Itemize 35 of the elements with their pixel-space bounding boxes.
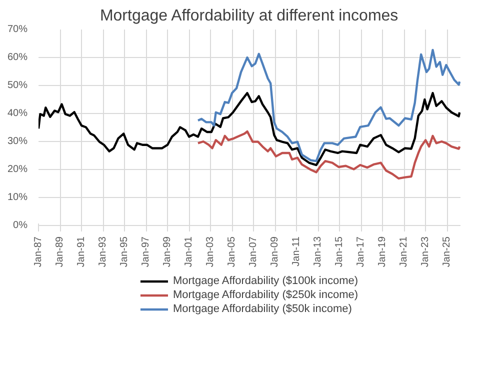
x-tick-label: Jan-97 [140, 236, 152, 268]
x-tick-label: Jan-95 [119, 236, 130, 268]
y-tick-label: 0% [13, 220, 28, 231]
x-tick-label: Jan-23 [420, 236, 432, 268]
x-tick-label: Jan-09 [270, 236, 281, 268]
x-tick-label: Jan-99 [162, 236, 174, 268]
y-tick-label: 10% [7, 192, 28, 203]
y-tick-label: 40% [7, 108, 28, 119]
x-tick-label: Jan-19 [377, 236, 388, 268]
legend-label: Mortgage Affordability ($250k income) [172, 288, 358, 302]
line-series [196, 130, 460, 180]
y-tick-label: 70% [7, 24, 28, 35]
x-tick-label: Jan-03 [205, 236, 216, 268]
x-tick-label: Jan-17 [356, 236, 367, 268]
legend-label: Mortgage Affordability ($100k income) [172, 274, 358, 288]
x-tick-label: Jan-01 [184, 236, 195, 268]
legend-label: Mortgage Affordability ($50k income) [172, 302, 352, 316]
x-tick-label: Jan-13 [312, 236, 324, 268]
y-tick-label: 30% [7, 136, 28, 147]
x-tick-label: Jan-15 [334, 236, 346, 268]
x-tick-label: Jan-07 [248, 236, 260, 268]
x-tick-label: Jan-91 [76, 236, 88, 268]
x-tick-label: Jan-25 [442, 236, 453, 268]
chart-title: Mortgage Affordability at different incomes [100, 8, 398, 24]
y-tick-label: 20% [7, 164, 28, 175]
x-tick-label: Jan-93 [98, 236, 109, 268]
y-tick-label: 50% [7, 80, 28, 91]
line-series [38, 92, 460, 166]
line-series [196, 48, 460, 162]
x-tick-label: Jan-11 [291, 236, 302, 266]
y-tick-label: 60% [7, 52, 28, 63]
x-tick-label: Jan-89 [54, 236, 66, 268]
x-tick-label: Jan-87 [33, 236, 44, 268]
x-tick-label: Jan-21 [398, 236, 410, 268]
x-tick-label: Jan-05 [226, 236, 238, 268]
